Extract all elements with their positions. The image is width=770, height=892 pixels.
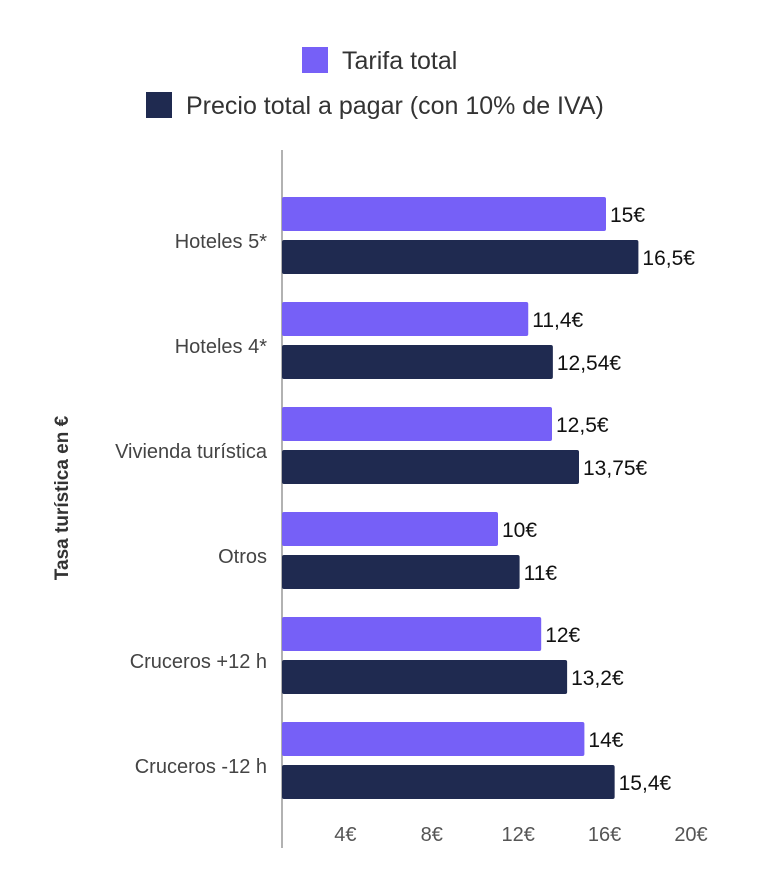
legend-label: Tarifa total <box>342 47 457 75</box>
data-label: 15€ <box>610 204 645 227</box>
bar <box>282 407 552 441</box>
bar <box>282 450 579 484</box>
bar <box>282 765 615 799</box>
x-tick-label: 8€ <box>421 824 443 846</box>
bar <box>282 660 568 694</box>
bar <box>282 197 606 231</box>
category-label: Hoteles 4* <box>175 336 267 358</box>
data-label: 12€ <box>545 624 580 647</box>
data-label: 14€ <box>588 729 623 752</box>
category-label: Hoteles 5* <box>175 231 267 253</box>
category-label: Cruceros +12 h <box>130 651 267 673</box>
category-label: Otros <box>218 546 267 568</box>
x-tick-label: 12€ <box>502 824 535 846</box>
data-label: 12,54€ <box>557 352 622 375</box>
legend-label: Precio total a pagar (con 10% de IVA) <box>186 92 604 120</box>
data-label: 13,75€ <box>583 457 648 480</box>
bar <box>282 302 529 336</box>
bar <box>282 240 639 274</box>
bar <box>282 722 585 756</box>
data-label: 11,4€ <box>532 309 583 332</box>
data-label: 12,5€ <box>556 414 609 437</box>
x-tick-label: 20€ <box>674 824 707 846</box>
bar <box>282 617 542 651</box>
y-axis-label: Tasa turística en € <box>52 415 73 580</box>
x-tick-label: 4€ <box>334 824 356 846</box>
data-label: 10€ <box>502 519 537 542</box>
legend-swatch <box>302 47 328 73</box>
bar <box>282 512 498 546</box>
bar <box>282 345 553 379</box>
legend-swatch <box>146 92 172 118</box>
data-label: 13,2€ <box>571 667 624 690</box>
category-label: Vivienda turística <box>115 441 268 463</box>
category-label: Cruceros -12 h <box>135 756 267 778</box>
x-tick-label: 16€ <box>588 824 621 846</box>
bar <box>282 555 520 589</box>
data-label: 11€ <box>524 562 558 585</box>
data-label: 16,5€ <box>642 247 695 270</box>
data-label: 15,4€ <box>619 772 672 795</box>
